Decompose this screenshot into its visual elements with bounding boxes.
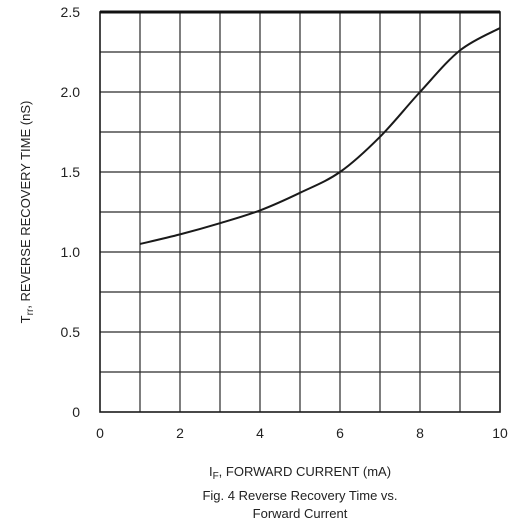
y-tick-labels: 0 0.5 1.0 1.5 2.0 2.5 [61,4,81,420]
plot-frame [99,10,501,413]
x-tick-label: 0 [96,425,104,441]
figure-caption-line-1: Fig. 4 Reverse Recovery Time vs. [202,488,398,503]
y-tick-label: 1.0 [61,244,81,260]
x-axis-label: IF, FORWARD CURRENT (mA) [209,464,391,482]
x-tick-label: 8 [416,425,424,441]
y-tick-label: 0.5 [61,324,81,340]
x-tick-label: 2 [176,425,184,441]
grid [100,12,500,412]
figure-caption-line-2: Forward Current [252,506,348,521]
x-tick-labels: 0 2 4 6 8 10 [96,425,508,441]
y-axis-label: Trr, REVERSE RECOVERY TIME (nS) [18,101,36,324]
series-line [139,27,501,245]
y-tick-label: 0 [72,404,80,420]
x-tick-label: 10 [492,425,508,441]
x-tick-label: 4 [256,425,264,441]
y-tick-label: 1.5 [61,164,81,180]
series-layer [139,27,501,245]
x-tick-label: 6 [336,425,344,441]
y-tick-label: 2.0 [61,84,81,100]
y-tick-label: 2.5 [61,4,81,20]
